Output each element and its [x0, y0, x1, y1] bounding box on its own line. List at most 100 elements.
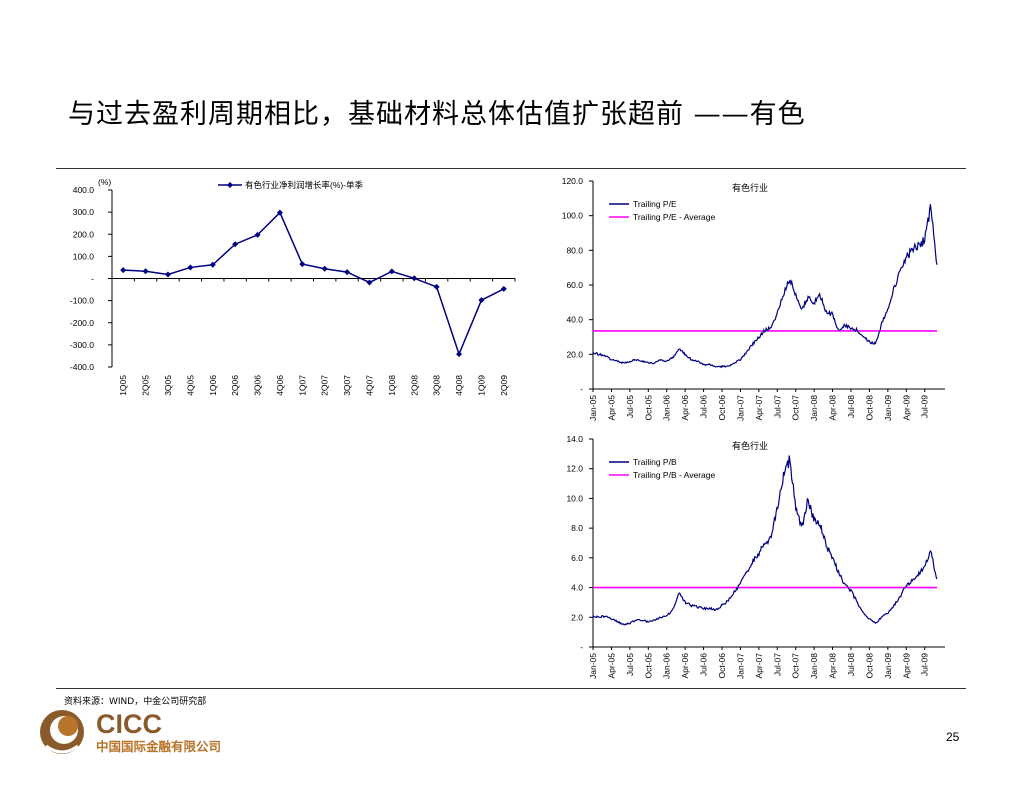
valuation-series-line [592, 455, 938, 626]
logo-wordmark: CICC [96, 709, 162, 739]
x-tick-label: Apr-09 [901, 395, 911, 421]
x-tick-label: Oct-08 [864, 653, 874, 679]
x-tick-label: Apr-09 [901, 653, 911, 679]
y-tick-label: 40.0 [566, 315, 583, 325]
x-tick-label: 1Q06 [208, 375, 218, 396]
y-tick-label: 100.0 [73, 251, 95, 261]
x-tick-label: 3Q06 [253, 375, 263, 396]
growth-data-point [187, 264, 194, 271]
y-tick-label: -300.0 [70, 340, 94, 350]
growth-data-point [232, 241, 239, 248]
cicc-logo: CICC 中国国际金融有限公司 [40, 709, 221, 754]
x-tick-label: Jan-05 [588, 395, 598, 421]
x-tick-label: Jan-09 [883, 395, 893, 421]
x-tick-label: 3Q05 [163, 375, 173, 396]
x-tick-label: 2Q09 [499, 375, 509, 396]
legend-label: Trailing P/B [633, 457, 677, 467]
x-tick-label: Jul-07 [772, 395, 782, 418]
growth-data-point [456, 351, 463, 358]
y-tick-label: 80.0 [566, 245, 583, 255]
x-tick-label: 2Q05 [141, 375, 151, 396]
x-tick-label: Jan-09 [883, 653, 893, 679]
x-tick-label: Jul-06 [699, 653, 709, 676]
growth-chart: 400.0 300.0 200.0 100.0 - -100.0 -200.0 -300.0 -… [70, 177, 516, 396]
growth-data-point [478, 297, 485, 304]
growth-data-point [164, 271, 171, 278]
x-tick-label: 4Q05 [185, 375, 195, 396]
cicc-emblem-icon [40, 710, 84, 754]
y-tick-label: 8.0 [571, 523, 583, 533]
chart-title: 有色行业 [732, 440, 768, 451]
x-tick-label: Apr-08 [828, 653, 838, 679]
y-tick-label: 12.0 [566, 464, 583, 474]
growth-data-point [142, 268, 149, 275]
x-tick-label: Jul-08 [846, 653, 856, 676]
x-tick-label: 2Q08 [409, 375, 419, 396]
growth-series-line [123, 211, 505, 357]
y-tick-label: 2.0 [571, 612, 583, 622]
x-tick-label: Jan-08 [809, 395, 819, 421]
pb-chart: 14.0 12.0 10.0 8.0 6.0 4.0 2.0 -Jan-05 Apr-05 Jul… [566, 434, 945, 679]
growth-data-point [433, 283, 440, 290]
y-tick-label: -400.0 [70, 362, 94, 372]
page-title: 与过去盈利周期相比，基础材料总体估值扩张超前 ——有色 [68, 99, 806, 130]
growth-data-point [120, 267, 127, 274]
valuation-series-line [592, 204, 938, 369]
growth-data-point [388, 268, 395, 275]
x-tick-label: Jan-07 [735, 653, 745, 679]
x-tick-label: Jan-07 [735, 395, 745, 421]
y-unit-label: (%) [98, 177, 111, 187]
x-tick-label: Oct-06 [717, 395, 727, 421]
x-tick-label: 1Q05 [118, 375, 128, 396]
x-tick-label: 1Q07 [297, 375, 307, 396]
x-tick-label: 1Q09 [476, 375, 486, 396]
x-tick-label: Jan-08 [809, 653, 819, 679]
y-tick-label: 200.0 [73, 229, 95, 239]
x-tick-label: Jan-06 [662, 653, 672, 679]
x-tick-label: Apr-05 [606, 395, 616, 421]
y-tick-label: 300.0 [73, 207, 95, 217]
x-tick-label: Oct-06 [717, 653, 727, 679]
x-tick-label: 2Q06 [230, 375, 240, 396]
x-tick-label: Jul-09 [920, 653, 930, 676]
x-tick-label: Jan-05 [588, 653, 598, 679]
growth-data-point [209, 261, 216, 268]
y-tick-label: 6.0 [571, 553, 583, 563]
x-tick-label: Apr-07 [754, 395, 764, 421]
legend-label: Trailing P/E [633, 199, 677, 209]
y-tick-label: 10.0 [566, 493, 583, 503]
legend-label: 有色行业净利润增长率(%)-单季 [245, 180, 364, 190]
growth-data-point [254, 231, 261, 238]
x-tick-label: Oct-07 [791, 395, 801, 421]
y-tick-label: -200.0 [70, 318, 94, 328]
growth-data-point [344, 269, 351, 276]
title-divider [56, 168, 966, 169]
x-tick-label: 1Q08 [387, 375, 397, 396]
x-tick-label: 4Q07 [364, 375, 374, 396]
x-tick-label: 3Q07 [342, 375, 352, 396]
x-tick-label: Apr-08 [828, 395, 838, 421]
y-tick-label: 20.0 [566, 349, 583, 359]
x-tick-label: 4Q06 [275, 375, 285, 396]
x-tick-label: Jan-06 [662, 395, 672, 421]
growth-data-point [299, 261, 306, 268]
x-tick-label: Oct-05 [643, 653, 653, 679]
footer-divider [56, 688, 966, 689]
y-tick-label: 60.0 [566, 280, 583, 290]
x-tick-label: 4Q08 [454, 375, 464, 396]
y-tick-label: 120.0 [562, 176, 584, 186]
x-tick-label: Jul-06 [699, 395, 709, 418]
x-tick-label: Oct-05 [643, 395, 653, 421]
y-tick-label: -100.0 [70, 296, 94, 306]
growth-data-point [276, 209, 283, 216]
legend-marker [227, 182, 233, 188]
growth-data-point [321, 265, 328, 272]
chart-title: 有色行业 [732, 182, 768, 193]
logo-subtitle: 中国国际金融有限公司 [96, 739, 221, 754]
y-tick-label: - [580, 642, 583, 652]
x-tick-label: 2Q07 [320, 375, 330, 396]
y-tick-label: 4.0 [571, 583, 583, 593]
x-tick-label: Apr-05 [606, 653, 616, 679]
y-tick-label: 400.0 [73, 185, 95, 195]
y-tick-label: - [580, 384, 583, 394]
